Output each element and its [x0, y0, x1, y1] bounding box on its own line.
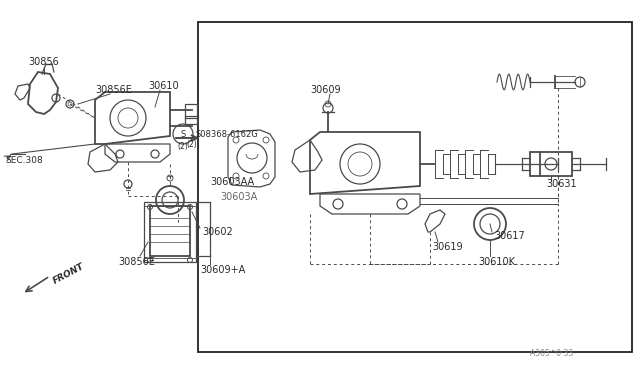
Text: 30856E: 30856E — [118, 257, 155, 267]
Text: S: S — [180, 129, 186, 138]
Text: 30610: 30610 — [148, 81, 179, 91]
Text: 30619: 30619 — [432, 242, 463, 252]
Text: 30609+A: 30609+A — [200, 265, 245, 275]
Text: 30603AA: 30603AA — [210, 177, 254, 187]
Text: 30856: 30856 — [28, 57, 59, 67]
Text: S08368-6162G: S08368-6162G — [196, 129, 259, 138]
Text: 30609: 30609 — [310, 85, 340, 95]
Text: FRONT: FRONT — [52, 262, 86, 286]
Text: SEC.308: SEC.308 — [5, 155, 43, 164]
Text: (2): (2) — [187, 140, 197, 148]
Text: 30617: 30617 — [494, 231, 525, 241]
Text: (2): (2) — [178, 141, 188, 151]
Bar — [150, 206, 190, 256]
Text: 30631: 30631 — [546, 179, 577, 189]
Text: 30856E: 30856E — [95, 85, 132, 95]
Bar — [144, 202, 196, 262]
Text: A305^0 33: A305^0 33 — [530, 350, 573, 359]
Bar — [530, 152, 572, 176]
Text: 30610K: 30610K — [478, 257, 515, 267]
Text: 30603A: 30603A — [220, 192, 257, 202]
Bar — [198, 22, 632, 352]
Bar — [185, 104, 197, 124]
Text: 30602: 30602 — [202, 227, 233, 237]
